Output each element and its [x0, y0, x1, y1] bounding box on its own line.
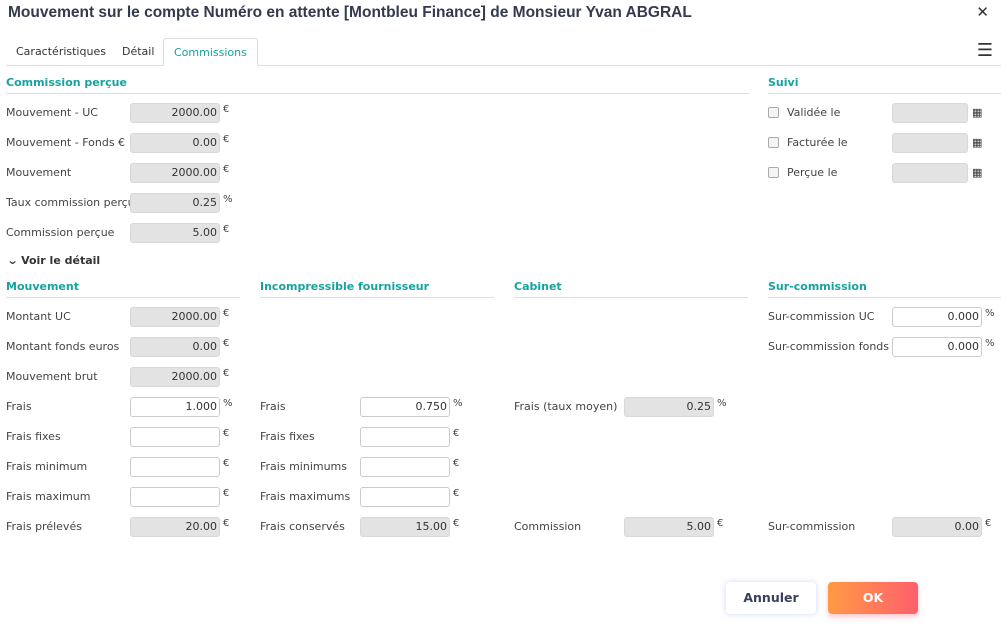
mouvement-mouvement-brut-label: Mouvement brut	[6, 370, 98, 383]
sur-sur-commission-fonds-input[interactable]: 0.000	[892, 337, 982, 357]
mouvement-montant-fonds-euros-label: Montant fonds euros	[6, 340, 120, 353]
cancel-button[interactable]: Annuler	[726, 582, 816, 614]
mouvement-mouvement-brut-unit: €	[223, 368, 230, 379]
mouvement-frais-label: Frais	[6, 400, 32, 413]
perc-ue-le-date-input[interactable]	[892, 163, 968, 183]
incompressible-frais-fixes-input[interactable]	[360, 427, 450, 447]
incompressible-frais-fixes-label: Frais fixes	[260, 430, 315, 443]
mouvement-frais-unit: %	[223, 398, 233, 409]
mouvement-frais-pre-leve-s-input[interactable]: 20.00	[130, 517, 220, 537]
sur-sur-commission-uc-input[interactable]: 0.000	[892, 307, 982, 327]
mouvement-unit: €	[223, 164, 230, 175]
incompressible-frais-unit: %	[453, 398, 463, 409]
voir-le-detail-toggle[interactable]: ⌄ Voir le détail	[6, 254, 101, 267]
sur-sur-commission-uc-unit: %	[985, 308, 995, 319]
ok-button[interactable]: OK	[828, 582, 918, 614]
cabinet-frais-taux-moyen-input[interactable]: 0.25	[624, 397, 714, 417]
sur-sur-commission-uc-label: Sur-commission UC	[768, 310, 875, 323]
mouvement-input[interactable]: 2000.00	[130, 163, 220, 183]
cabinet-commission-label: Commission	[514, 520, 582, 533]
mouvement-fonds-label: Mouvement - Fonds €	[6, 136, 126, 149]
mouvement-frais-pre-leve-s-unit: €	[223, 518, 230, 529]
incompressible-frais-conserve-s-label: Frais conservés	[260, 520, 345, 533]
mouvement-montant-uc-label: Montant UC	[6, 310, 71, 323]
commission-perc-ue-input[interactable]: 5.00	[130, 223, 220, 243]
tab-bar: Caractéristiques Détail Commissions	[6, 38, 1001, 66]
sur-sur-commission-input[interactable]: 0.00	[892, 517, 982, 537]
valide-e-le-date-input[interactable]	[892, 103, 968, 123]
section-sur-commission: Sur-commission	[768, 280, 1001, 298]
incompressible-frais-minimums-input[interactable]	[360, 457, 450, 477]
mouvement-frais-minimum-unit: €	[223, 458, 230, 469]
tab-caracteristiques[interactable]: Caractéristiques	[16, 45, 106, 58]
sur-sur-commission-label: Sur-commission	[768, 520, 856, 533]
mouvement-frais-fixes-input[interactable]	[130, 427, 220, 447]
mouvement-frais-pre-leve-s-label: Frais prélevés	[6, 520, 82, 533]
perc-ue-le-label: Perçue le	[787, 166, 838, 179]
incompressible-frais-maximums-unit: €	[453, 488, 460, 499]
hamburger-menu-icon[interactable]: ☰	[976, 40, 993, 61]
commission-perc-ue-label: Commission perçue	[6, 226, 115, 239]
incompressible-frais-minimums-unit: €	[453, 458, 460, 469]
incompressible-frais-minimums-label: Frais minimums	[260, 460, 348, 473]
sur-sur-commission-fonds-unit: %	[985, 338, 995, 349]
mouvement-uc-input[interactable]: 2000.00	[130, 103, 220, 123]
section-commission-percue: Commission perçue	[6, 76, 749, 94]
taux-commission-perc-ue-label: Taux commission perçue	[6, 196, 142, 209]
cabinet-frais-taux-moyen-label: Frais (taux moyen)	[514, 400, 618, 413]
mouvement-frais-maximum-input[interactable]	[130, 487, 220, 507]
incompressible-frais-input[interactable]: 0.750	[360, 397, 450, 417]
mouvement-fonds-unit: €	[223, 134, 230, 145]
facture-e-le-label: Facturée le	[787, 136, 848, 149]
mouvement-frais-minimum-label: Frais minimum	[6, 460, 88, 473]
incompressible-frais-conserve-s-input[interactable]: 15.00	[360, 517, 450, 537]
mouvement-frais-fixes-unit: €	[223, 428, 230, 439]
tab-commissions[interactable]: Commissions	[163, 38, 258, 66]
section-cabinet: Cabinet	[514, 280, 748, 298]
incompressible-frais-maximums-label: Frais maximums	[260, 490, 351, 503]
section-suivi: Suivi	[768, 76, 1001, 94]
incompressible-frais-conserve-s-unit: €	[453, 518, 460, 529]
mouvement-fonds-input[interactable]: 0.00	[130, 133, 220, 153]
mouvement-montant-uc-unit: €	[223, 308, 230, 319]
cabinet-commission-input[interactable]: 5.00	[624, 517, 714, 537]
mouvement-frais-maximum-label: Frais maximum	[6, 490, 91, 503]
perc-ue-le-checkbox[interactable]	[768, 167, 779, 178]
mouvement-montant-uc-input[interactable]: 2000.00	[130, 307, 220, 327]
mouvement-frais-fixes-label: Frais fixes	[6, 430, 61, 443]
taux-commission-perc-ue-input[interactable]: 0.25	[130, 193, 220, 213]
section-mouvement: Mouvement	[6, 280, 240, 298]
tab-detail[interactable]: Détail	[122, 45, 155, 58]
incompressible-frais-label: Frais	[260, 400, 286, 413]
sur-sur-commission-fonds-label: Sur-commission fonds €	[768, 340, 900, 353]
calendar-icon[interactable]: ▦	[972, 166, 983, 179]
valide-e-le-checkbox[interactable]	[768, 107, 779, 118]
taux-commission-perc-ue-unit: %	[223, 194, 233, 205]
cabinet-commission-unit: €	[717, 518, 724, 529]
calendar-icon[interactable]: ▦	[972, 106, 983, 119]
mouvement-uc-label: Mouvement - UC	[6, 106, 98, 119]
calendar-icon[interactable]: ▦	[972, 136, 983, 149]
mouvement-uc-unit: €	[223, 104, 230, 115]
dialog-title: Mouvement sur le compte Numéro en attent…	[8, 4, 692, 21]
incompressible-frais-maximums-input[interactable]	[360, 487, 450, 507]
facture-e-le-checkbox[interactable]	[768, 137, 779, 148]
mouvement-frais-input[interactable]: 1.000	[130, 397, 220, 417]
mouvement-mouvement-brut-input[interactable]: 2000.00	[130, 367, 220, 387]
valide-e-le-label: Validée le	[787, 106, 841, 119]
sur-sur-commission-unit: €	[985, 518, 992, 529]
commission-perc-ue-unit: €	[223, 224, 230, 235]
mouvement-frais-minimum-input[interactable]	[130, 457, 220, 477]
toggle-label: Voir le détail	[21, 254, 101, 267]
facture-e-le-date-input[interactable]	[892, 133, 968, 153]
mouvement-label: Mouvement	[6, 166, 72, 179]
cabinet-frais-taux-moyen-unit: %	[717, 398, 727, 409]
close-icon[interactable]: ✕	[976, 3, 989, 21]
chevron-down-icon: ⌄	[6, 254, 19, 267]
mouvement-frais-maximum-unit: €	[223, 488, 230, 499]
section-incompressible-fournisseur: Incompressible fournisseur	[260, 280, 494, 298]
mouvement-montant-fonds-euros-input[interactable]: 0.00	[130, 337, 220, 357]
mouvement-montant-fonds-euros-unit: €	[223, 338, 230, 349]
incompressible-frais-fixes-unit: €	[453, 428, 460, 439]
